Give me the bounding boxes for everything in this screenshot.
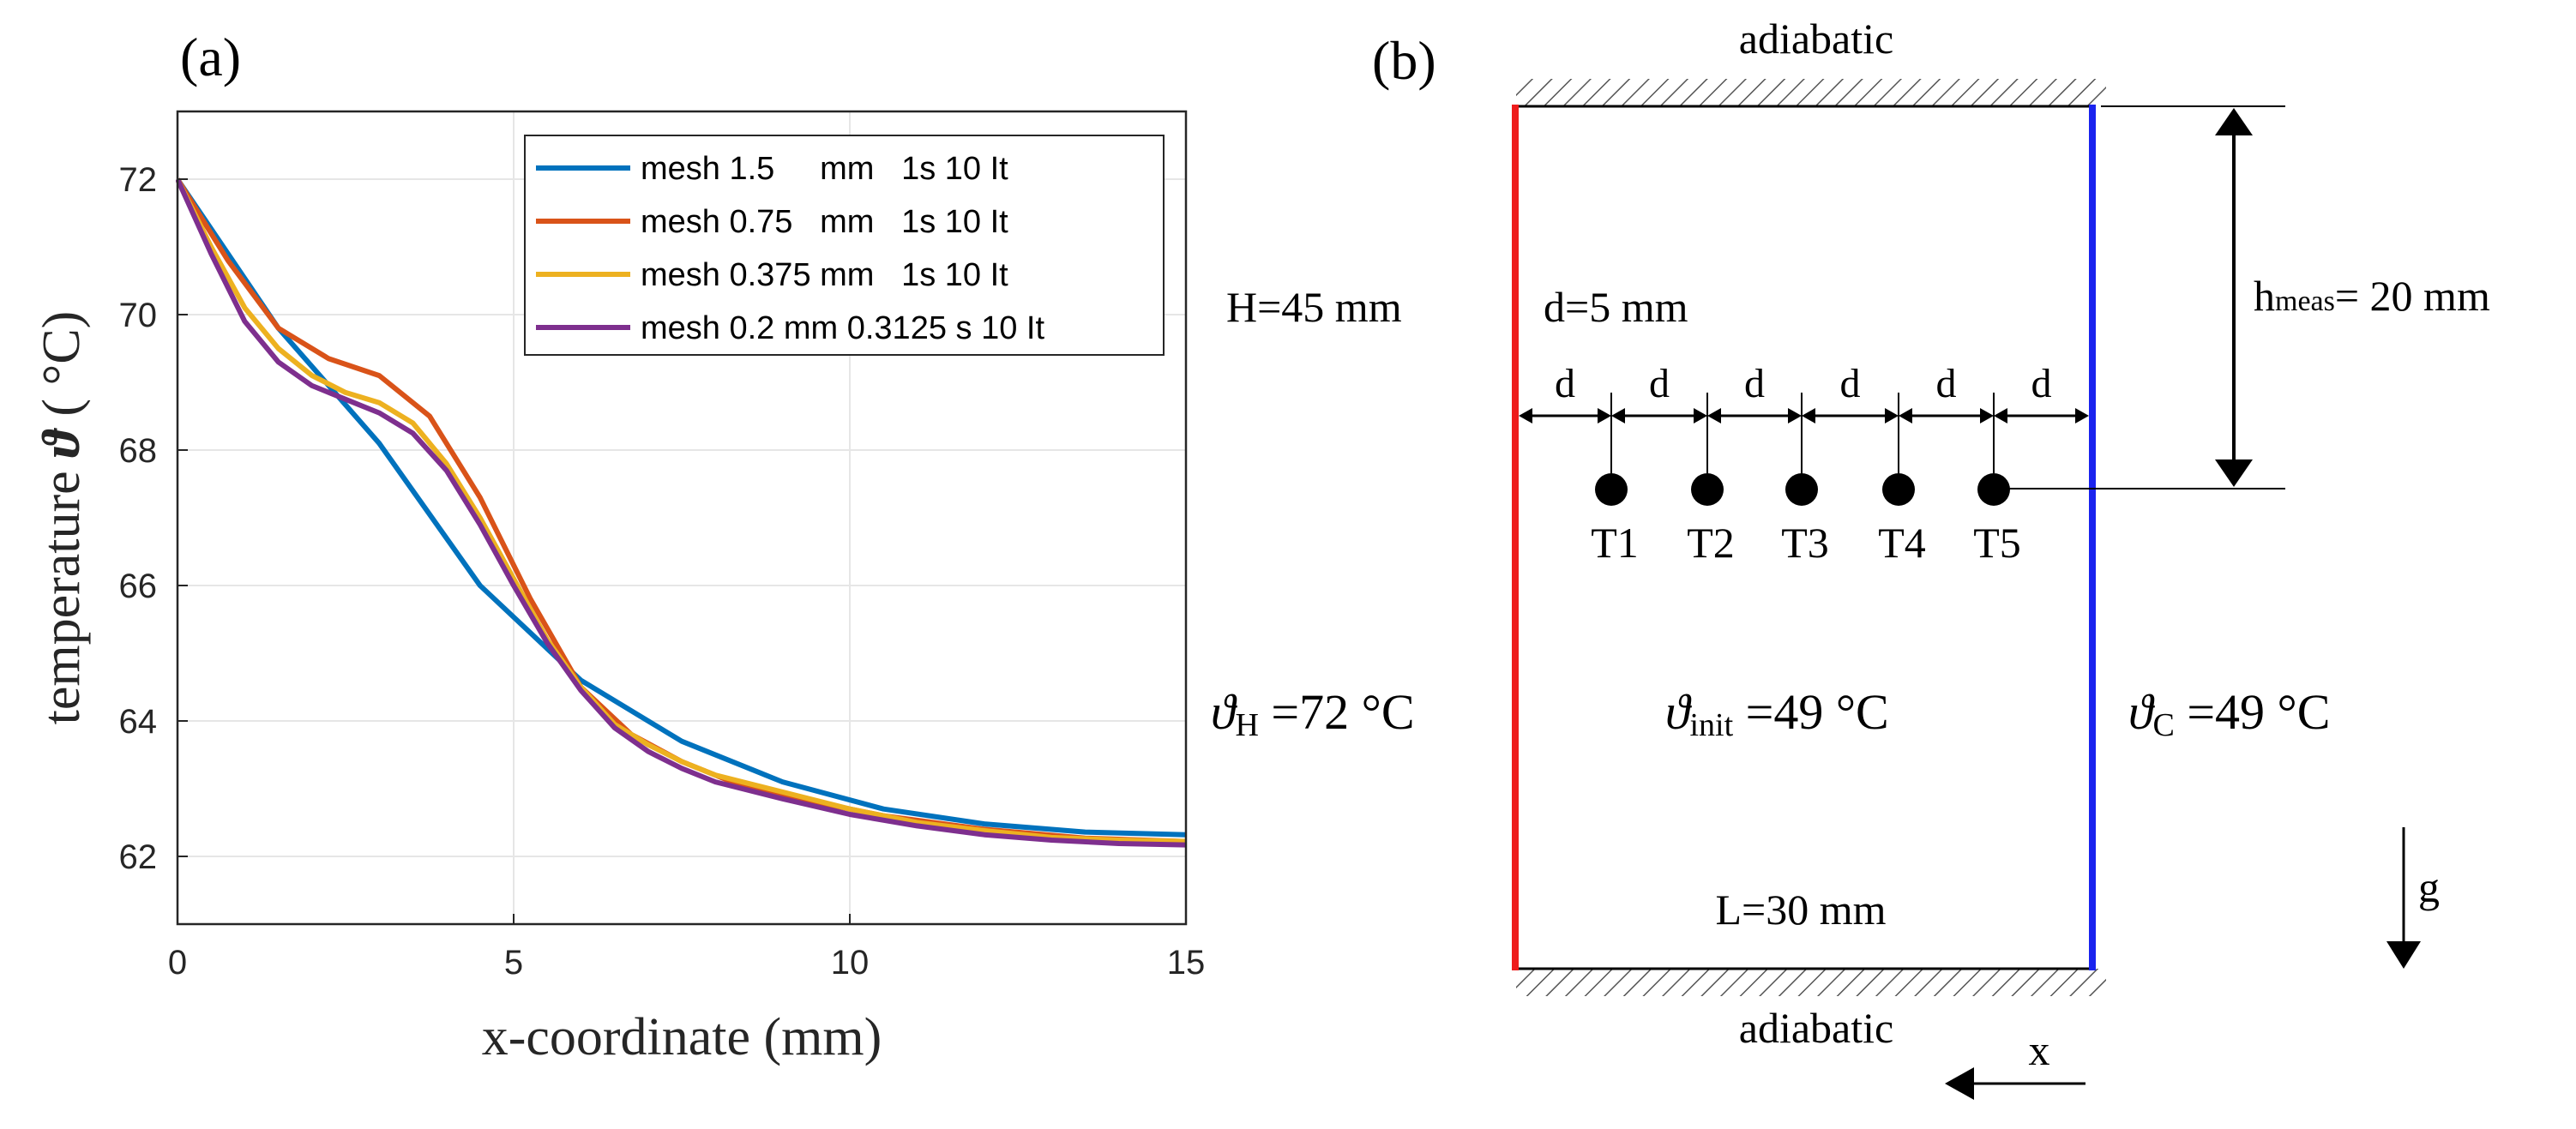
sensor-dot-5 (1977, 473, 2010, 506)
series-line-1 (176, 177, 1187, 838)
hmeas-label: hmeas= 20 mm (2254, 272, 2490, 320)
panel-b-label: (b) (1372, 30, 1436, 91)
x-tick-label: 15 (1167, 944, 1206, 982)
x-axis-label: x-coordinate (mm) (482, 1008, 882, 1066)
y-tick-label: 70 (119, 297, 158, 334)
y-tick-label: 72 (119, 161, 158, 199)
series-lines (176, 177, 1187, 848)
legend-label-1: mesh 1.5 mm 1s 10 It (641, 151, 1008, 187)
hmeas-arrow-down (2215, 459, 2253, 487)
bottom-hatch (1516, 969, 2106, 996)
legend-box (524, 135, 1165, 356)
gravity-label: g (2418, 863, 2440, 911)
plot-frame (176, 110, 1188, 926)
x-axis-ticks: 0 5 10 15 (168, 914, 1205, 982)
gravity-arrow-head (2386, 941, 2421, 969)
top-adiabatic-label: adiabatic (1739, 15, 1893, 63)
bottom-adiabatic-label: adiabatic (1739, 1004, 1893, 1052)
spacing-d-label: d (2031, 361, 2052, 406)
legend-label-3: mesh 0.375 mm 1s 10 It (641, 257, 1008, 293)
length-label: L=30 mm (1715, 886, 1886, 934)
legend-label-4: mesh 0.2 mm 0.3125 s 10 It (641, 310, 1044, 346)
sensor-label-5: T5 (1973, 519, 2021, 567)
legend: mesh 1.5 mm 1s 10 It mesh 0.75 mm 1s 10 I… (524, 135, 1165, 356)
spacing-d-label: d (1936, 361, 1957, 406)
y-axis-label: temperature ϑ ( °C) (33, 311, 91, 725)
spacing-arrow-head-left (1611, 408, 1625, 423)
y-tick-label: 66 (119, 568, 158, 605)
hot-temperature-label: ϑH =72 °C (1211, 684, 1415, 743)
cavity-schematic: adiabatic adiabatic H=45 mm d=5 mm d d d d d… (1211, 15, 2490, 1100)
spacing-arrow-head-left (1802, 408, 1815, 423)
spacing-d-label: d (1555, 361, 1575, 406)
spacing-arrow-head-right (2075, 408, 2089, 423)
x-tick-label: 0 (168, 944, 187, 982)
spacing-label: d=5 mm (1544, 283, 1688, 331)
height-label: H=45 mm (1226, 283, 1402, 331)
sensor-label-3: T3 (1781, 519, 1829, 567)
y-axis-ticks: 62 64 66 68 70 72 (119, 161, 188, 876)
spacing-arrow-head-right (1788, 408, 1802, 423)
cold-temperature-label: ϑC =49 °C (2128, 684, 2330, 743)
spacing-arrow-head-left (1899, 408, 1912, 423)
spacing-d-label: d (1744, 361, 1765, 406)
spacing-arrow-head-right (1980, 408, 1994, 423)
spacing-arrow-head-left (1707, 408, 1721, 423)
spacing-arrow-head-left (1519, 408, 1532, 423)
spacing-arrow-head-right (1694, 408, 1707, 423)
y-tick-label: 62 (119, 838, 158, 876)
sensor-label-1: T1 (1591, 519, 1639, 567)
sensor-label-2: T2 (1687, 519, 1735, 567)
sensor-label-4: T4 (1878, 519, 1926, 567)
y-tick-label: 64 (119, 703, 158, 741)
panel-a-label: (a) (180, 27, 241, 87)
sensor-dot-4 (1882, 473, 1915, 506)
x-arrow-head (1945, 1067, 1974, 1100)
sensors: T1 T2 T3 T4 T5 (1591, 393, 2021, 567)
initial-temperature-label: ϑinit =49 °C (1665, 684, 1889, 743)
spacing-arrow-head-right (1598, 408, 1611, 423)
legend-label-2: mesh 0.75 mm 1s 10 It (641, 204, 1008, 240)
spacing-d-label: d (1840, 361, 1861, 406)
spacing-d-label: d (1649, 361, 1670, 406)
top-hatch (1516, 79, 2106, 106)
x-direction-label: x (2029, 1026, 2050, 1074)
sensor-dot-1 (1595, 473, 1628, 506)
x-tick-label: 5 (504, 944, 523, 982)
y-tick-label: 68 (119, 432, 158, 470)
line-chart: 0 5 10 15 62 64 66 68 70 72 x-coordinate (mm) te… (33, 110, 1205, 1066)
spacing-arrow-head-right (1885, 408, 1899, 423)
sensor-dot-3 (1785, 473, 1818, 506)
series-line-4 (176, 177, 1187, 848)
spacing-arrow-head-left (1994, 408, 2007, 423)
x-tick-label: 10 (831, 944, 870, 982)
sensor-dot-2 (1691, 473, 1724, 506)
hmeas-arrow-up (2215, 108, 2253, 135)
